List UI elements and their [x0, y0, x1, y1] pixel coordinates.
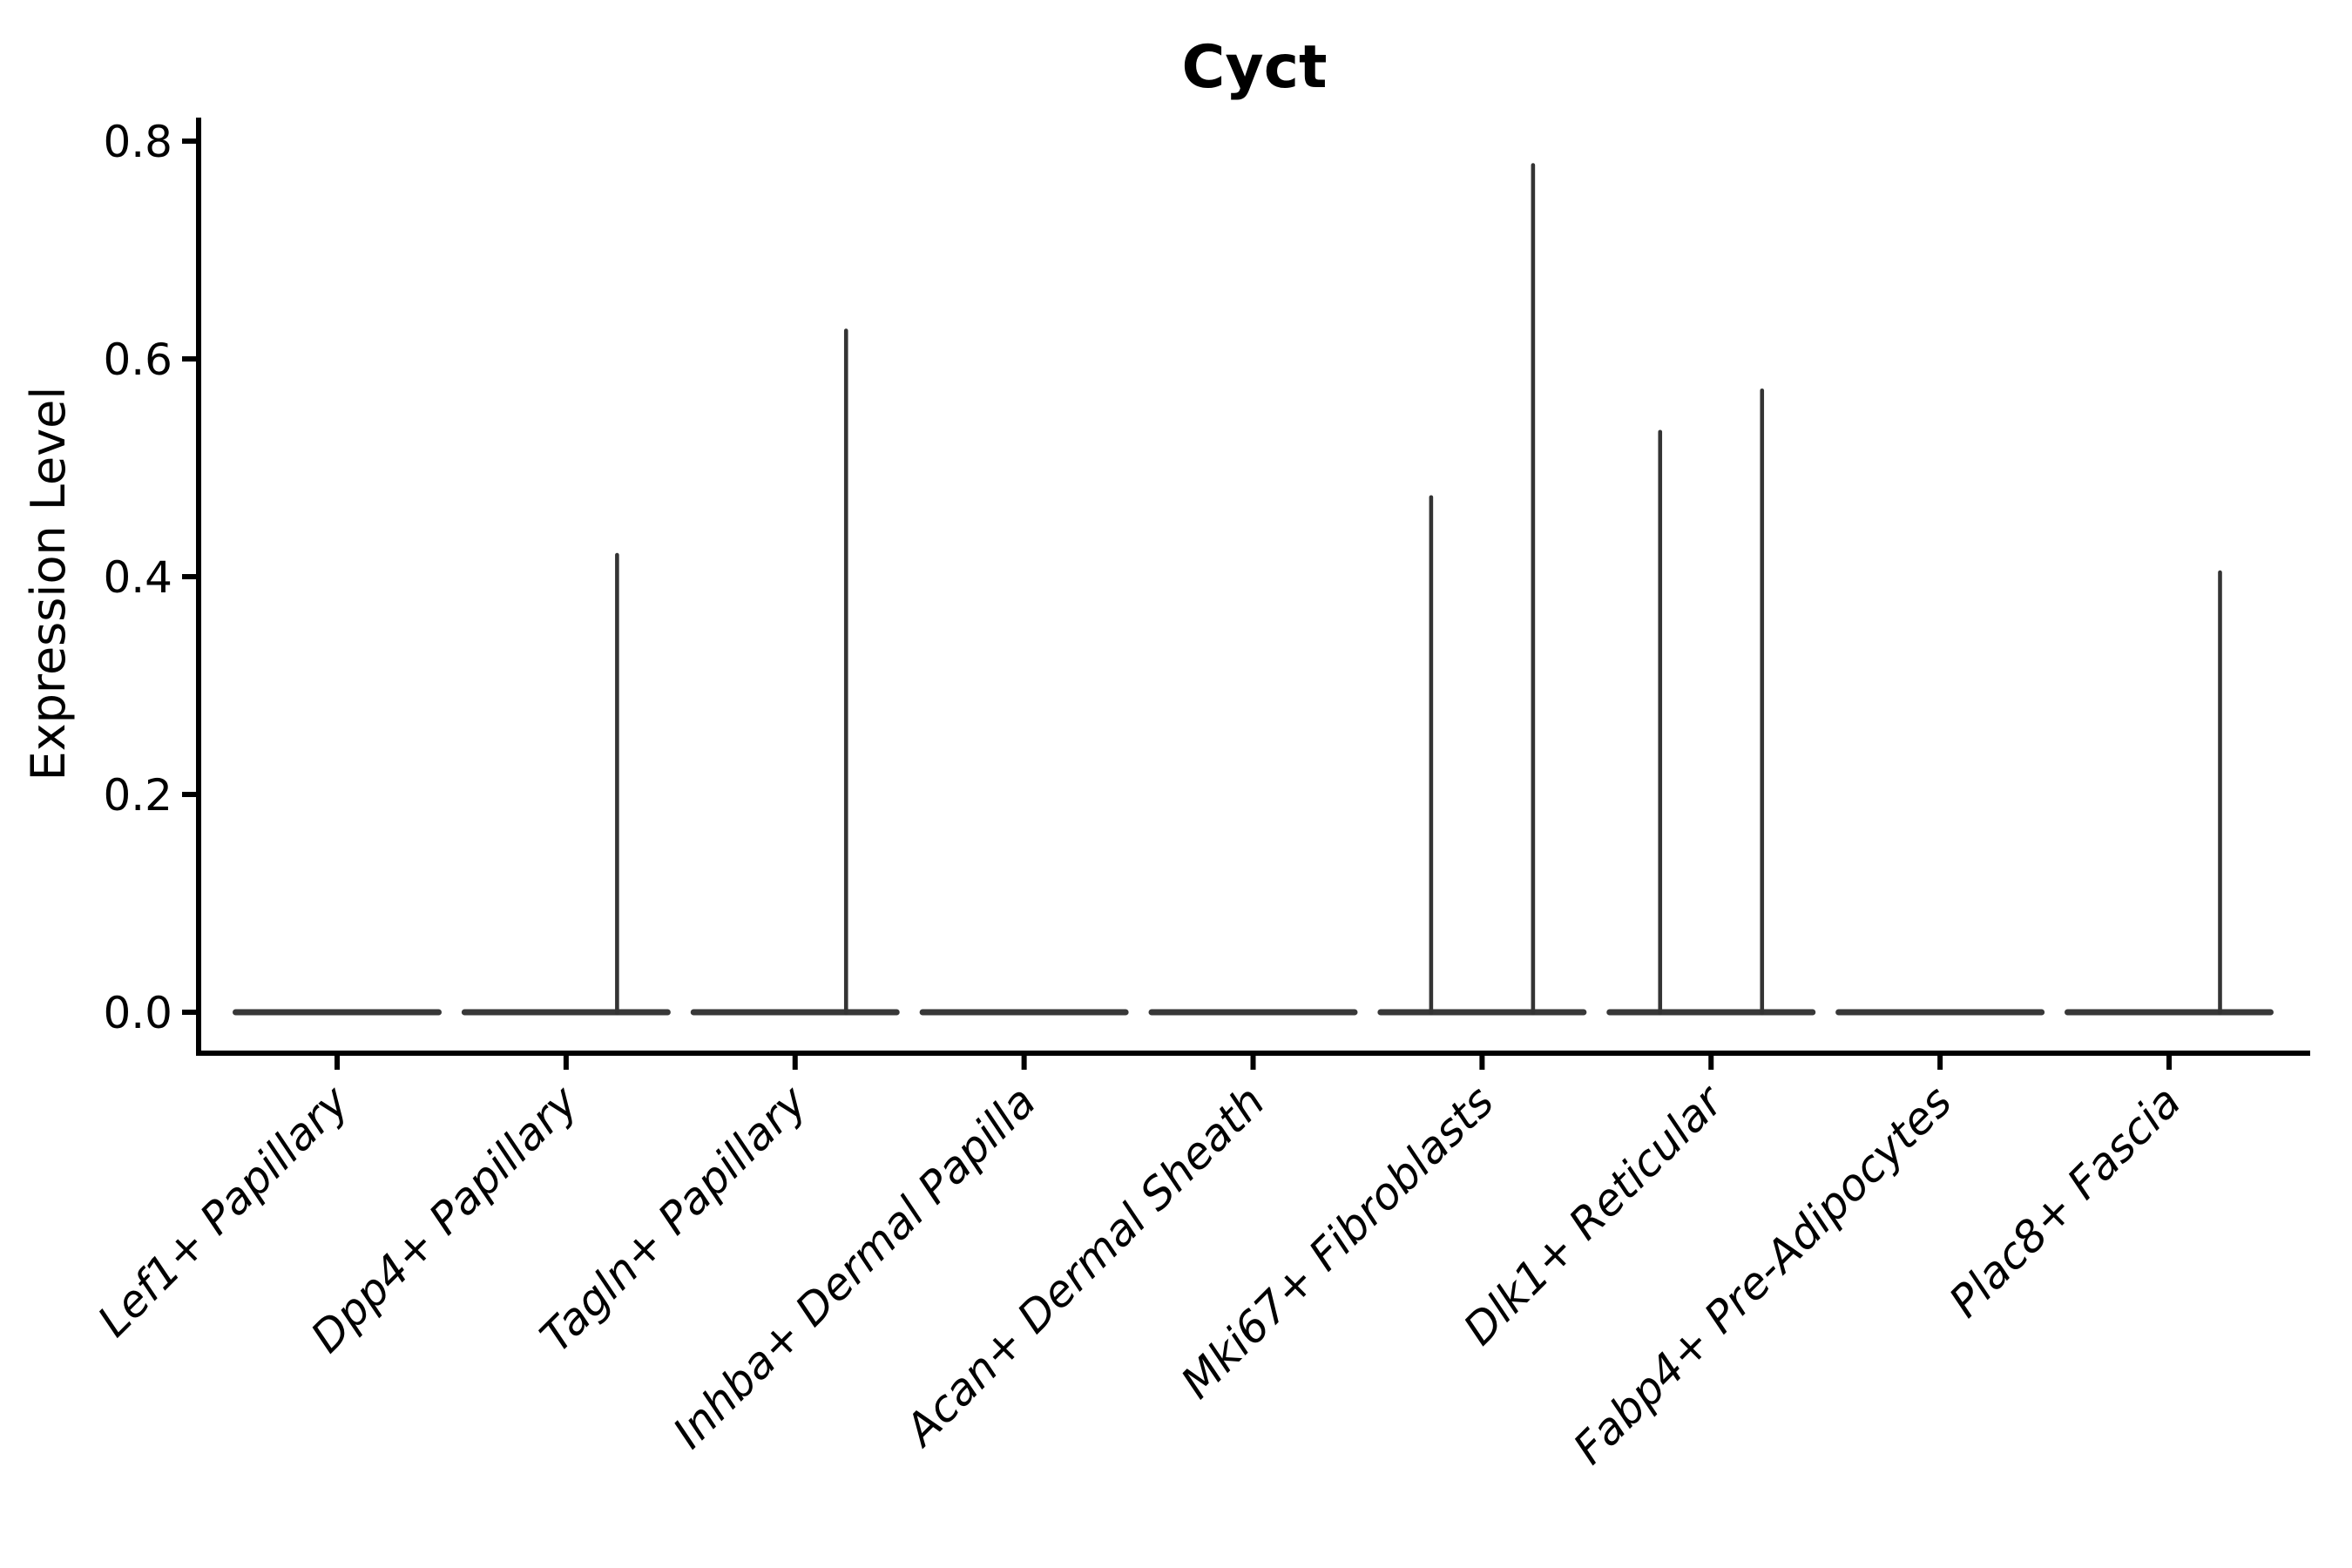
y-tick-label: 0.2 [103, 770, 172, 821]
chart-title: Cyct [1181, 33, 1327, 102]
violin-body [1377, 1009, 1587, 1016]
x-tick-label: Acan+ Dermal Sheath [894, 1076, 1274, 1456]
violin-body [233, 1009, 442, 1016]
x-tick-label: Plac8+ Fascia [1940, 1076, 2191, 1327]
violin-body [690, 1009, 900, 1016]
violin-body [1606, 1009, 1816, 1016]
x-tick-label: Inhba+ Dermal Papilla [664, 1076, 1045, 1457]
violin-body [1148, 1009, 1358, 1016]
axes-layer [182, 118, 2310, 1070]
y-tick-label: 0.4 [103, 552, 172, 603]
violin-body [919, 1009, 1129, 1016]
y-tick-label: 0.6 [103, 335, 172, 385]
violins-layer [233, 163, 2274, 1016]
violin-body [2065, 1009, 2274, 1016]
violin-body [1835, 1009, 2045, 1016]
x-tick-label: Lef1+ Papillary [88, 1075, 359, 1346]
y-tick-label: 0.8 [103, 117, 172, 167]
violin-body [461, 1009, 671, 1016]
y-tick-label: 0.0 [103, 988, 172, 1038]
y-axis-label: Expression Level [21, 387, 76, 781]
x-tick-label: Fabp4+ Pre-Adipocytes [1564, 1076, 1962, 1474]
